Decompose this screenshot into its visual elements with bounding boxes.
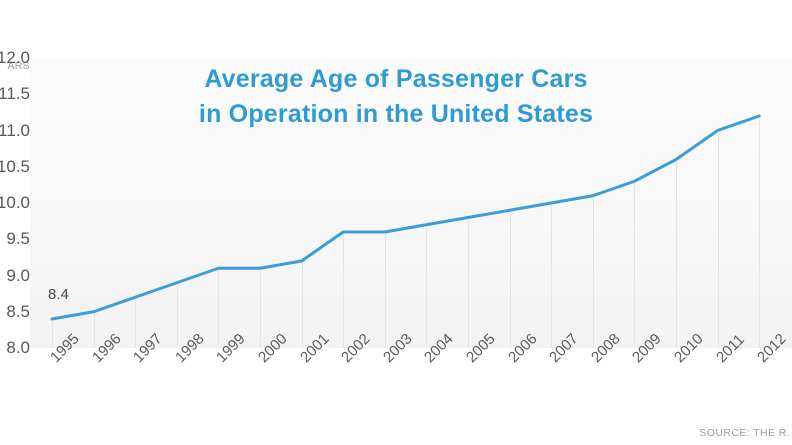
gridline bbox=[717, 132, 719, 348]
y-axis-tick-label: 10.0 bbox=[0, 193, 30, 212]
y-axis-tick-label: 10.5 bbox=[0, 156, 30, 176]
gridline bbox=[384, 234, 386, 348]
gridline bbox=[343, 234, 345, 348]
x-axis: 1995 1996 1997 1998 1999 2000 2001 2002 2003 2004… bbox=[0, 330, 792, 410]
gridline bbox=[176, 284, 178, 348]
data-point-label-1995: 8.4 bbox=[48, 286, 69, 303]
y-axis-tick-label: 11.5 bbox=[0, 84, 30, 104]
gridline bbox=[676, 161, 677, 348]
gridline bbox=[135, 299, 137, 348]
y-axis-tick-label: 8.5 bbox=[6, 301, 30, 321]
y-axis-tick-label: 12.0 bbox=[0, 48, 30, 67]
line-series bbox=[50, 114, 761, 321]
gridline bbox=[218, 270, 220, 348]
series-polyline bbox=[50, 114, 761, 321]
gridline bbox=[551, 205, 553, 348]
gridline bbox=[426, 226, 428, 348]
gridline bbox=[260, 270, 261, 348]
y-axis-unit-label: ARS bbox=[7, 60, 30, 72]
gridline bbox=[301, 263, 303, 348]
gridline bbox=[468, 219, 469, 348]
gridline bbox=[634, 183, 636, 348]
gridline bbox=[52, 321, 53, 348]
gridline bbox=[592, 197, 594, 348]
y-axis-tick-label: 8.0 bbox=[6, 338, 30, 357]
y-axis: ARS 12.0 11.5 11.0 10.5 10.0 9.5 9.0 8.5 8.0 bbox=[0, 48, 30, 357]
gridline bbox=[759, 118, 761, 348]
y-axis-tick-label: 11.0 bbox=[0, 120, 30, 140]
gridline bbox=[509, 212, 511, 348]
y-axis-tick-label: 9.0 bbox=[6, 265, 30, 285]
source-note: SOURCE: THE R. bbox=[699, 427, 790, 439]
y-axis-tick-label: 9.5 bbox=[6, 229, 30, 249]
plot-area bbox=[30, 58, 792, 348]
gridline bbox=[93, 313, 95, 348]
